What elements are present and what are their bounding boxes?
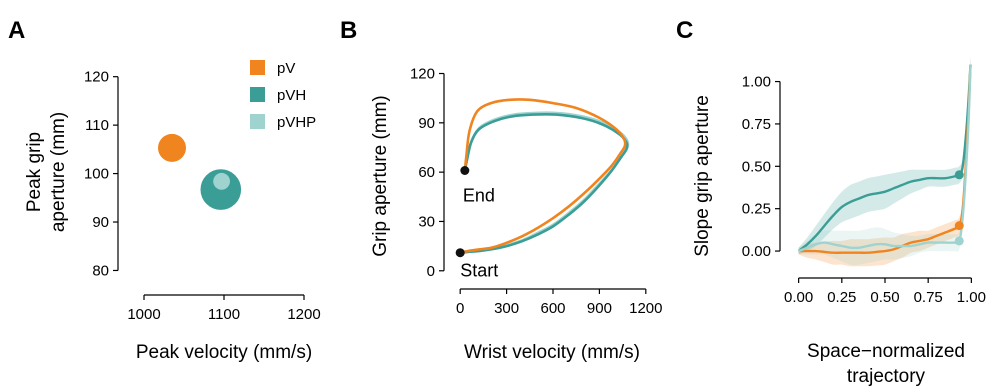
- panel-b-y-tick-label: 90: [418, 115, 435, 132]
- panel-b-start-point: [455, 248, 465, 258]
- panel-c-y-tick-label: 0.50: [742, 158, 771, 175]
- panel-c-marker-pvh: [954, 170, 964, 180]
- panel-c-y-tick-label: 0.25: [742, 201, 771, 218]
- panel-a-point-pv: [158, 133, 186, 162]
- panel-label-c: C: [676, 17, 693, 44]
- panel-b-y-axis-title: Grip aperture (mm): [370, 95, 391, 257]
- legend-label-pvh: pVH: [277, 87, 306, 104]
- panel-c-x-tick-label: 0.50: [870, 289, 899, 306]
- panel-label-b: B: [340, 17, 357, 44]
- panel-a-y-tick-label: 80: [92, 262, 109, 279]
- panel-b-x-tick-label: 600: [540, 300, 565, 317]
- panel-b-start-label: Start: [460, 261, 498, 281]
- panel-b-line-pvh: [460, 113, 629, 254]
- panel-c-x-tick-label: 0.25: [827, 289, 856, 306]
- panel-a-x-tick-label: 1000: [127, 306, 160, 323]
- panel-b-y-tick-label: 30: [418, 213, 435, 230]
- panel-a-y-axis-title-line: Peak grip: [24, 132, 45, 212]
- panel-c-y-tick-label: 0.75: [742, 116, 771, 133]
- panel-b-end-point: [460, 166, 470, 175]
- panel-a-y-tick-label: 100: [84, 166, 109, 183]
- legend-swatch-pv: [250, 60, 265, 75]
- panel-a-y-tick-label: 90: [92, 214, 109, 231]
- panel-c-y-tick-label: 1.00: [742, 74, 771, 91]
- panel-b-x-tick-label: 900: [587, 300, 612, 317]
- panel-b-x-tick-label: 0: [456, 300, 464, 317]
- panel-a-y-axis-title-line: aperture (mm): [48, 112, 69, 232]
- panel-a-x-tick-label: 1100: [208, 306, 240, 323]
- panel-c-x-tick-label: 0.75: [914, 289, 943, 306]
- panel-b-x-tick-label: 300: [494, 300, 519, 317]
- legend-swatch-pvhp: [250, 114, 265, 129]
- panel-b-line-pv: [459, 98, 627, 254]
- legend-label-pv: pV: [277, 60, 295, 77]
- panel-a-y-tick-label: 110: [85, 117, 109, 134]
- panel-c-y-tick-label: 0.00: [742, 243, 771, 260]
- panel-c-x-axis-title: Space−normalized: [807, 341, 965, 362]
- panel-b-x-tick-label: 1200: [629, 300, 662, 317]
- panel-c-x-tick-label: 1.00: [957, 289, 986, 306]
- panel-b-end-label: End: [463, 186, 495, 206]
- panel-a-x-tick-label: 1200: [287, 306, 320, 323]
- panel-c-band-pv: [798, 58, 971, 267]
- legend-swatch-pvh: [250, 87, 265, 102]
- panel-label-a: A: [8, 17, 25, 44]
- panel-b-y-tick-label: 0: [427, 263, 435, 280]
- panel-a-y-axis-title: Peak grip aperture (mm): [24, 112, 69, 232]
- panel-c-marker-pv: [954, 221, 964, 231]
- legend-label-pvhp: pVHP: [277, 114, 316, 131]
- panel-c-band-pvh: [798, 58, 971, 255]
- panel-a-y-tick-label: 120: [84, 69, 109, 86]
- panel-c-marker-pvhp: [954, 236, 964, 246]
- panel-c-y-axis-title: Slope grip aperture: [692, 95, 713, 257]
- panel-a-x-axis-title: Peak velocity (mm/s): [136, 342, 312, 363]
- panel-c-plot-area: [797, 58, 972, 267]
- panel-a-point-pvhp: [213, 172, 231, 190]
- panel-b-y-tick-label: 60: [418, 164, 435, 181]
- panel-b-x-axis-title: Wrist velocity (mm/s): [464, 342, 640, 363]
- panel-c-x-tick-label: 0.00: [784, 289, 813, 306]
- panel-b-y-tick-label: 120: [410, 66, 435, 83]
- panel-c-x-axis-title-line2: trajectory: [847, 366, 926, 387]
